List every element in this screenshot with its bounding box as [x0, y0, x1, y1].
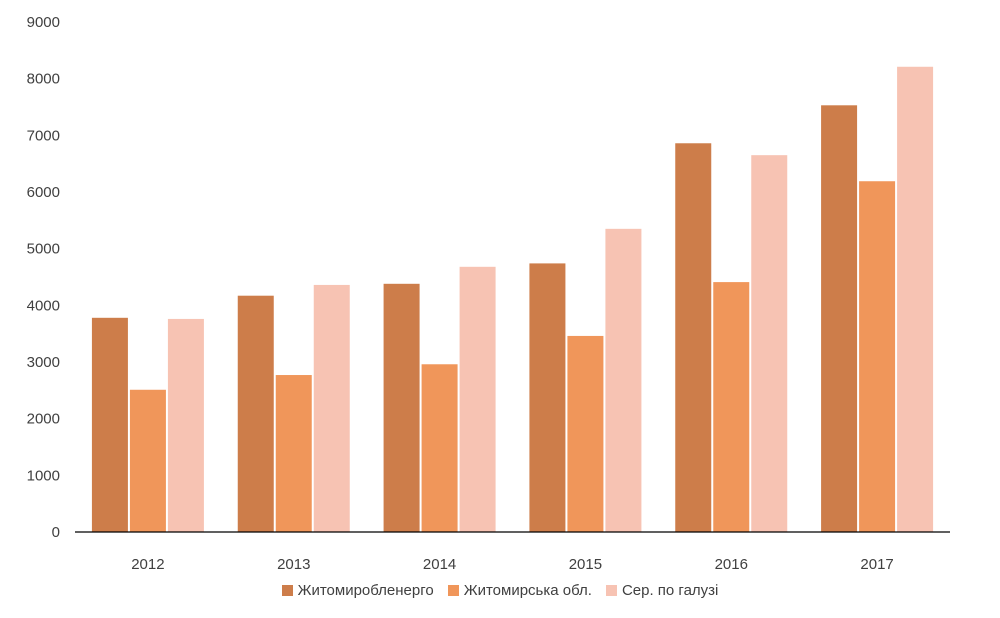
y-tick-label-3000: 3000 [27, 354, 60, 371]
x-axis-ticks: 2012 2013 2014 2015 2016 2017 [131, 556, 894, 573]
x-tick-label-2017: 2017 [860, 556, 893, 573]
x-tick-label-2014: 2014 [423, 556, 456, 573]
bar-2017-series-2 [859, 181, 896, 532]
legend-swatch-series-2 [447, 585, 459, 596]
bar-2012-series-3 [167, 318, 204, 532]
legend-item-series-1: Житомиробленерго [281, 582, 434, 599]
y-tick-label-4000: 4000 [27, 297, 60, 314]
y-tick-label-8000: 8000 [27, 71, 60, 88]
bar-2015-series-2 [567, 335, 604, 532]
y-tick-label-5000: 5000 [27, 241, 60, 258]
legend: Житомиробленерго Житомирська обл. Сер. п… [0, 582, 1000, 599]
bar-2015-series-1 [529, 263, 566, 532]
legend-label-series-2: Житомирська обл. [463, 582, 592, 599]
y-tick-label-0: 0 [52, 524, 60, 541]
legend-label-series-1: Житомиробленерго [297, 582, 434, 599]
x-tick-label-2012: 2012 [131, 556, 164, 573]
bar-2015-series-3 [605, 228, 642, 533]
bar-2017-series-1 [821, 105, 858, 533]
bar-2016-series-2 [713, 282, 750, 532]
x-tick-label-2016: 2016 [715, 556, 748, 573]
legend-label-series-3: Сер. по галузі [621, 582, 719, 599]
y-tick-label-2000: 2000 [27, 411, 60, 428]
legend-swatch-series-3 [605, 585, 617, 596]
y-tick-label-1000: 1000 [27, 467, 60, 484]
bar-2014-series-2 [421, 364, 458, 532]
bar-2016-series-1 [675, 143, 712, 532]
legend-swatch-series-1 [281, 585, 293, 596]
bar-2013-series-2 [275, 375, 312, 532]
bar-2012-series-2 [129, 389, 166, 532]
y-tick-label-6000: 6000 [27, 184, 60, 201]
y-axis-ticks: 0 1000 2000 3000 4000 5000 6000 7000 8000 9000 [27, 14, 60, 541]
bar-2012-series-1 [91, 317, 128, 532]
y-tick-label-7000: 7000 [27, 127, 60, 144]
legend-item-series-2: Житомирська обл. [447, 582, 592, 599]
bar-2013-series-1 [237, 295, 274, 532]
bar-2014-series-1 [383, 283, 420, 532]
bar-2014-series-3 [459, 266, 496, 532]
bar-2016-series-3 [751, 155, 788, 532]
bars [91, 66, 934, 533]
legend-item-series-3: Сер. по галузі [605, 582, 719, 599]
y-tick-label-9000: 9000 [27, 14, 60, 31]
x-tick-label-2013: 2013 [277, 556, 310, 573]
x-tick-label-2015: 2015 [569, 556, 602, 573]
bar-2013-series-3 [313, 284, 350, 532]
bar-2017-series-3 [897, 66, 934, 533]
